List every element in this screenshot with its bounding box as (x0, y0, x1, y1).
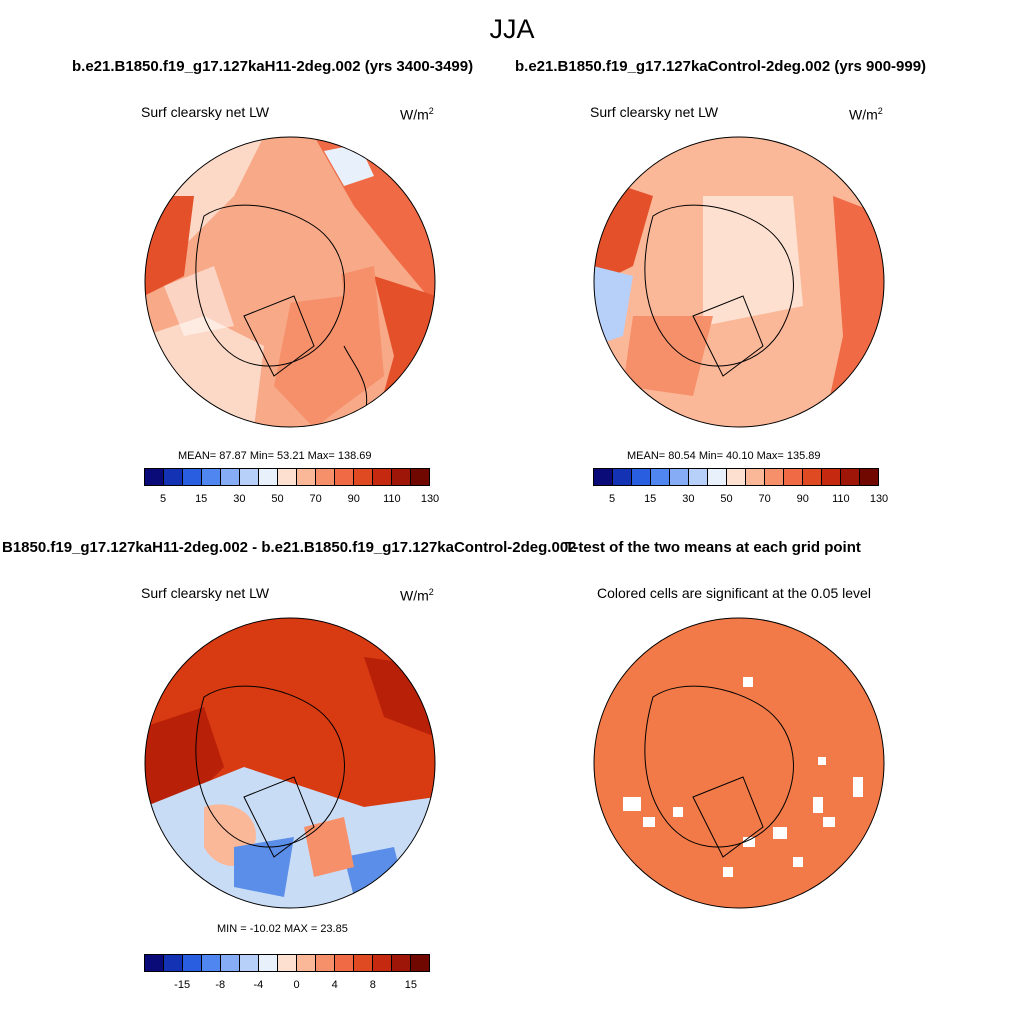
panel-label-bottom-right: Colored cells are significant at the 0.0… (597, 585, 871, 601)
colorbar-swatch (803, 469, 822, 485)
colorbar-swatch (335, 469, 354, 485)
colorbar-swatch (297, 469, 316, 485)
colorbar-tick-label: -15 (174, 979, 191, 991)
colorbar-tick-label: 130 (869, 493, 889, 505)
colorbar-tick-label: 5 (160, 493, 167, 505)
colorbar-tick-label: 110 (383, 493, 401, 505)
colorbar-tick-label: 15 (404, 979, 418, 991)
colorbar-tick-label: 0 (293, 979, 300, 991)
colorbar-tick-label: 90 (796, 493, 809, 505)
colorbar-tick-label: 70 (758, 493, 771, 505)
colorbar-swatch (202, 469, 221, 485)
colorbar-swatch (240, 955, 259, 971)
colorbar-swatch (164, 955, 183, 971)
figure-title: JJA (489, 14, 535, 44)
colorbar-top-left (144, 468, 430, 486)
colorbar-swatch (316, 469, 335, 485)
colorbar-tick-label: 70 (309, 493, 322, 505)
colorbar-swatch (708, 469, 727, 485)
colorbar-ticks-bottom-left: -15 -8 -4 0 4 8 15 (144, 976, 430, 992)
colorbar-swatch (841, 469, 860, 485)
colorbar-swatch (202, 955, 221, 971)
polar-map-top-right (593, 136, 885, 428)
colorbar-top-right (593, 468, 879, 486)
colorbar-swatch (354, 469, 373, 485)
colorbar-tick-label: -8 (215, 979, 226, 991)
case-title-ttest: T-test of the two means at each grid poi… (565, 539, 861, 556)
colorbar-swatch (354, 955, 373, 971)
stats-bottom-left: MIN = -10.02 MAX = 23.85 (217, 923, 348, 935)
colorbar-tick-label: 30 (233, 493, 246, 505)
polar-map-bottom-left (144, 617, 436, 909)
units-top-right: W/m2 (849, 106, 883, 123)
colorbar-swatch (613, 469, 632, 485)
colorbar-swatch (297, 955, 316, 971)
units-top-left: W/m2 (400, 106, 434, 123)
case-title-left: b.e21.B1850.f19_g17.127kaH11-2deg.002 (y… (72, 58, 474, 75)
colorbar-swatch (259, 955, 278, 971)
colorbar-swatch (392, 469, 411, 485)
colorbar-tick-label: 30 (682, 493, 695, 505)
colorbar-swatch (670, 469, 689, 485)
colorbar-tick-label: 15 (195, 493, 208, 505)
colorbar-swatch (373, 469, 392, 485)
colorbar-tick-label: 15 (644, 493, 657, 505)
colorbar-swatch (183, 955, 202, 971)
colorbar-swatch (860, 469, 878, 485)
colorbar-swatch (651, 469, 670, 485)
colorbar-swatch (822, 469, 841, 485)
colorbar-swatch (727, 469, 746, 485)
colorbar-ticks-top-right: 5 15 30 50 70 90 110 130 (593, 490, 888, 506)
colorbar-swatch (392, 955, 411, 971)
case-title-right: b.e21.B1850.f19_g17.127kaControl-2deg.00… (515, 58, 927, 75)
colorbar-tick-label: 90 (347, 493, 360, 505)
colorbar-swatch (164, 469, 183, 485)
colorbar-swatch (145, 469, 164, 485)
panel-label-bottom-left: Surf clearsky net LW (141, 585, 270, 601)
colorbar-swatch (335, 955, 354, 971)
panel-label-top-left: Surf clearsky net LW (141, 104, 270, 120)
colorbar-tick-label: 50 (271, 493, 284, 505)
polar-map-top-left (144, 136, 436, 428)
colorbar-tick-label: 110 (832, 493, 850, 505)
colorbar-swatch (411, 955, 429, 971)
case-title-diff: B1850.f19_g17.127kaH11-2deg.002 - b.e21.… (2, 539, 577, 556)
colorbar-swatch (411, 469, 429, 485)
colorbar-tick-label: 50 (720, 493, 733, 505)
panel-label-top-right: Surf clearsky net LW (590, 104, 719, 120)
colorbar-swatch (316, 955, 335, 971)
colorbar-swatch (784, 469, 803, 485)
colorbar-swatch (145, 955, 164, 971)
colorbar-tick-label: 4 (331, 979, 338, 991)
colorbar-swatch (632, 469, 651, 485)
colorbar-swatch (278, 955, 297, 971)
colorbar-swatch (746, 469, 765, 485)
colorbar-ticks-top-left: 5 15 30 50 70 90 110 130 (144, 490, 439, 506)
colorbar-swatch (594, 469, 613, 485)
colorbar-swatch (221, 469, 240, 485)
units-bottom-left: W/m2 (400, 587, 434, 604)
polar-map-bottom-right (593, 617, 885, 909)
colorbar-bottom-left (144, 954, 430, 972)
colorbar-swatch (221, 955, 240, 971)
colorbar-swatch (259, 469, 278, 485)
colorbar-swatch (278, 469, 297, 485)
colorbar-tick-label: 130 (420, 493, 440, 505)
colorbar-swatch (183, 469, 202, 485)
colorbar-tick-label: -4 (253, 979, 264, 991)
colorbar-swatch (689, 469, 708, 485)
stats-top-left: MEAN= 87.87 Min= 53.21 Max= 138.69 (178, 450, 372, 462)
colorbar-tick-label: 5 (609, 493, 616, 505)
colorbar-swatch (373, 955, 392, 971)
colorbar-swatch (765, 469, 784, 485)
stats-top-right: MEAN= 80.54 Min= 40.10 Max= 135.89 (627, 450, 821, 462)
colorbar-swatch (240, 469, 259, 485)
colorbar-tick-label: 8 (369, 979, 376, 991)
